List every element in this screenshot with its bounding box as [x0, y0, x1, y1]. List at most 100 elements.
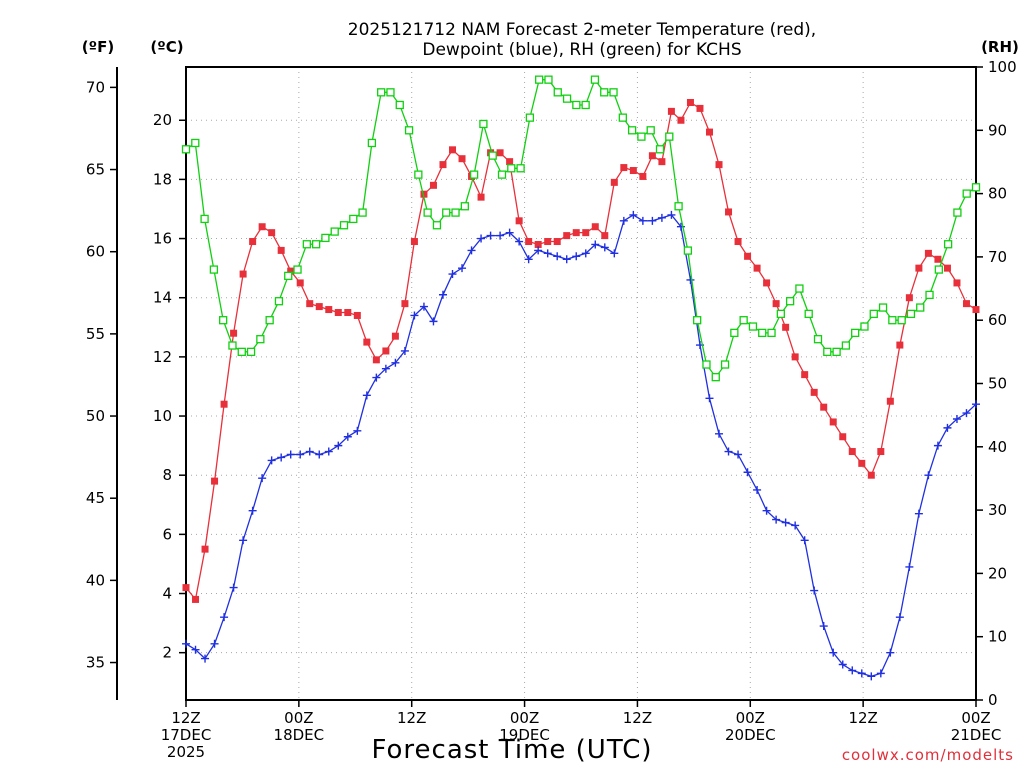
- rh-point: [916, 303, 925, 312]
- dewpoint-point: [715, 429, 724, 438]
- dewpoint-point: [924, 471, 933, 480]
- rh-point: [265, 316, 274, 325]
- dewpoint-point: [467, 246, 476, 255]
- rh-point: [925, 290, 934, 300]
- temperature-point: [306, 300, 314, 308]
- dewpoint-point: [258, 474, 267, 483]
- rh-point: [386, 88, 395, 97]
- dewpoint-point: [762, 506, 771, 515]
- temperature-point: [506, 158, 514, 166]
- dewpoint-point: [191, 645, 200, 654]
- temperature-point: [553, 238, 561, 246]
- rh-point: [311, 240, 321, 249]
- rh-point: [962, 189, 971, 198]
- dewpoint-point: [477, 234, 486, 243]
- rh-point: [869, 309, 878, 319]
- rh-point: [237, 347, 246, 357]
- dewpoint-point: [648, 216, 657, 225]
- temperature-point: [544, 238, 552, 246]
- time-tick-label: 18DEC: [274, 726, 325, 744]
- dewpoint-point: [676, 222, 685, 231]
- plot-frame: [185, 66, 977, 701]
- temperature-point: [525, 238, 533, 246]
- temperature-point: [401, 300, 409, 308]
- dewpoint-point: [600, 243, 609, 252]
- rh-point: [943, 240, 953, 249]
- temperature-point: [192, 595, 200, 603]
- temperature-point: [829, 418, 837, 426]
- dewpoint-point: [876, 669, 885, 678]
- rh-point: [888, 316, 897, 325]
- dewpoint-point: [372, 373, 381, 382]
- temperature-point: [325, 306, 333, 314]
- time-tick-label: 12Z: [623, 709, 652, 727]
- rh-point: [795, 284, 804, 293]
- temperature-point: [439, 161, 447, 169]
- dewpoint-point: [296, 450, 305, 459]
- dewpoint-point: [705, 394, 714, 403]
- temperature-point: [620, 164, 628, 172]
- temperature-point: [801, 371, 809, 379]
- temperature-point: [791, 353, 799, 361]
- temperature-point: [677, 116, 685, 124]
- celsius-tick-label: 20: [153, 111, 172, 129]
- rh-point: [851, 328, 860, 338]
- dewpoint-point: [400, 346, 409, 355]
- dewpoint-point: [305, 447, 314, 456]
- dewpoint-point: [743, 468, 752, 477]
- fahrenheit-tick-label: 45: [86, 489, 105, 507]
- rh-point: [683, 246, 693, 255]
- temperature-point: [382, 347, 390, 355]
- rh-point: [618, 113, 627, 122]
- dewpoint-point: [610, 249, 619, 258]
- dewpoint-point: [315, 450, 324, 459]
- temperature-point: [686, 98, 694, 106]
- temperature-point: [763, 279, 771, 287]
- dewpoint-point: [972, 400, 980, 409]
- dewpoint-point: [781, 518, 790, 527]
- dewpoint-point: [524, 255, 533, 264]
- temperature-point: [496, 149, 504, 157]
- time-tick-label: 00Z: [284, 709, 313, 727]
- rh-point: [460, 202, 469, 211]
- rh-point: [646, 126, 655, 135]
- rh-point: [256, 335, 265, 344]
- rh-point: [693, 316, 702, 325]
- celsius-tick-label: 2: [162, 644, 172, 662]
- rh-point: [609, 88, 618, 97]
- rh-point: [469, 170, 479, 179]
- dewpoint-point: [553, 252, 562, 261]
- rh-tick-label: 60: [988, 311, 1007, 329]
- rh-point: [720, 360, 730, 369]
- temperature-line: [185, 101, 977, 601]
- rh-point: [581, 100, 590, 110]
- time-tick-label: 00Z: [961, 709, 990, 727]
- dewpoint-point: [391, 358, 400, 367]
- rh-point: [339, 221, 349, 230]
- rh-point: [600, 88, 609, 97]
- temperature-point: [667, 107, 675, 115]
- temperature-point: [220, 400, 228, 408]
- temperature-point: [610, 178, 618, 186]
- dewpoint-point: [353, 426, 362, 435]
- rh-point: [274, 297, 284, 306]
- rh-point: [702, 360, 711, 369]
- temperature-point: [658, 158, 666, 166]
- dewpoint-point: [458, 264, 467, 273]
- rh-point: [748, 322, 758, 331]
- temperature-point: [201, 545, 209, 553]
- rh-point: [377, 88, 386, 97]
- rh-point: [246, 347, 256, 357]
- dewpoint-point: [486, 231, 495, 240]
- temperature-point: [915, 264, 923, 272]
- dewpoint-point: [657, 213, 666, 222]
- temperature-point: [249, 238, 257, 246]
- dewpoint-point: [914, 509, 923, 518]
- dewpoint-point: [629, 210, 638, 219]
- rh-point: [758, 328, 767, 338]
- data-series: [181, 75, 981, 681]
- dewpoint-point: [229, 583, 238, 592]
- dewpoint-point: [905, 562, 914, 571]
- dewpoint-point: [515, 237, 524, 246]
- temperature-point: [924, 249, 932, 257]
